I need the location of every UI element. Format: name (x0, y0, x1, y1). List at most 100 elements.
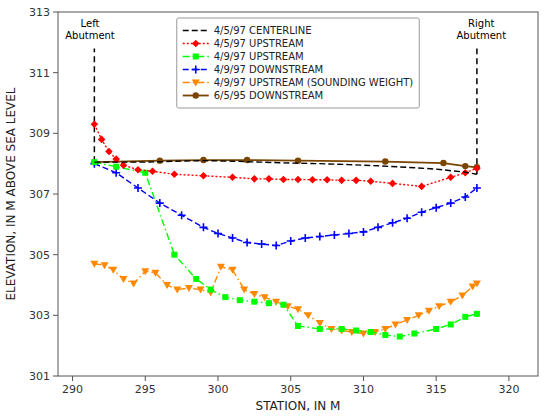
x-tick-label: 320 (498, 383, 519, 396)
point (197, 287, 205, 294)
point (295, 323, 301, 329)
legend-marker (193, 54, 199, 60)
point (403, 214, 411, 222)
point (352, 177, 360, 185)
legend-marker (192, 40, 200, 48)
x-tick-label: 305 (280, 383, 301, 396)
series-line (94, 264, 477, 334)
point (425, 308, 433, 315)
point (473, 280, 481, 287)
point (178, 211, 186, 219)
axes: 2902953003053103153203013033053073093113… (29, 6, 519, 396)
point (272, 242, 280, 250)
point (448, 321, 454, 327)
point (229, 174, 237, 182)
point (411, 331, 417, 337)
point (374, 223, 382, 231)
point (403, 317, 411, 324)
point (199, 223, 207, 231)
point (345, 229, 353, 237)
point (208, 287, 214, 293)
point (458, 293, 466, 300)
x-tick-label: 300 (208, 383, 229, 396)
point (134, 184, 142, 192)
point (101, 262, 109, 269)
y-tick (53, 194, 58, 195)
legend-item: 6/5/95 DOWNSTREAM (183, 90, 324, 101)
x-tick (436, 376, 437, 381)
series (91, 159, 480, 339)
point (382, 158, 388, 164)
point (229, 234, 237, 242)
y-tick-label: 305 (29, 249, 50, 262)
point (251, 175, 259, 183)
point (250, 291, 258, 298)
y-tick (53, 315, 58, 316)
point (316, 232, 324, 240)
point (389, 219, 397, 227)
x-tick-label: 290 (62, 383, 83, 396)
x-tick-label: 295 (135, 383, 156, 396)
point (447, 299, 455, 306)
point (265, 175, 273, 183)
abutment-line (94, 48, 96, 162)
point (462, 314, 468, 320)
point (397, 334, 403, 340)
legend-item: 4/9/97 UPSTREAM (SOUNDING WEIGHT) (183, 77, 414, 88)
point (473, 184, 481, 192)
legend-box (177, 18, 420, 108)
point (418, 183, 426, 191)
point (112, 169, 120, 177)
series-line (94, 160, 477, 167)
legend-marker (192, 66, 200, 74)
point (240, 287, 248, 294)
point (185, 285, 193, 292)
point (119, 276, 127, 283)
series-line (94, 164, 477, 246)
point (157, 157, 163, 163)
point (91, 120, 99, 128)
abutment-line (476, 48, 478, 174)
y-tick (53, 254, 58, 255)
point (237, 297, 243, 303)
x-tick (218, 376, 219, 381)
point (258, 240, 266, 248)
series-line (94, 124, 477, 186)
legend-item: 4/9/97 DOWNSTREAM (183, 64, 324, 75)
point (163, 282, 171, 289)
point (339, 326, 345, 332)
point (200, 172, 208, 180)
point (473, 164, 481, 172)
point (317, 326, 323, 332)
x-tick-label: 310 (353, 383, 374, 396)
legend: 4/5/97 CENTERLINE 4/5/97 UPSTREAM 4/9/97 U… (177, 18, 420, 108)
plot-background (58, 12, 538, 376)
point (173, 287, 181, 294)
annotation: RightAbutment (456, 18, 506, 41)
point (109, 267, 117, 274)
series (91, 120, 481, 190)
point (330, 231, 338, 239)
y-tick-label: 313 (29, 6, 50, 19)
y-axis-label: ELEVATION, IN M ABOVE SEA LEVEL (4, 87, 18, 300)
legend-label: 4/5/97 CENTERLINE (214, 25, 312, 36)
point (171, 170, 179, 178)
point (105, 148, 113, 156)
series (90, 160, 481, 250)
point (134, 166, 142, 174)
y-tick-label: 311 (29, 67, 50, 80)
point (222, 294, 228, 300)
y-tick-label: 307 (29, 188, 50, 201)
annotation: LeftAbutment (65, 18, 115, 41)
point (149, 167, 157, 175)
point (90, 160, 98, 168)
legend-item: 4/5/97 UPSTREAM (183, 38, 304, 49)
series-line (94, 162, 477, 336)
legend-marker (192, 80, 200, 87)
point (280, 176, 288, 184)
point (217, 264, 225, 271)
point (353, 328, 359, 334)
series (94, 161, 477, 175)
point (214, 229, 222, 237)
legend-marker (193, 92, 199, 98)
